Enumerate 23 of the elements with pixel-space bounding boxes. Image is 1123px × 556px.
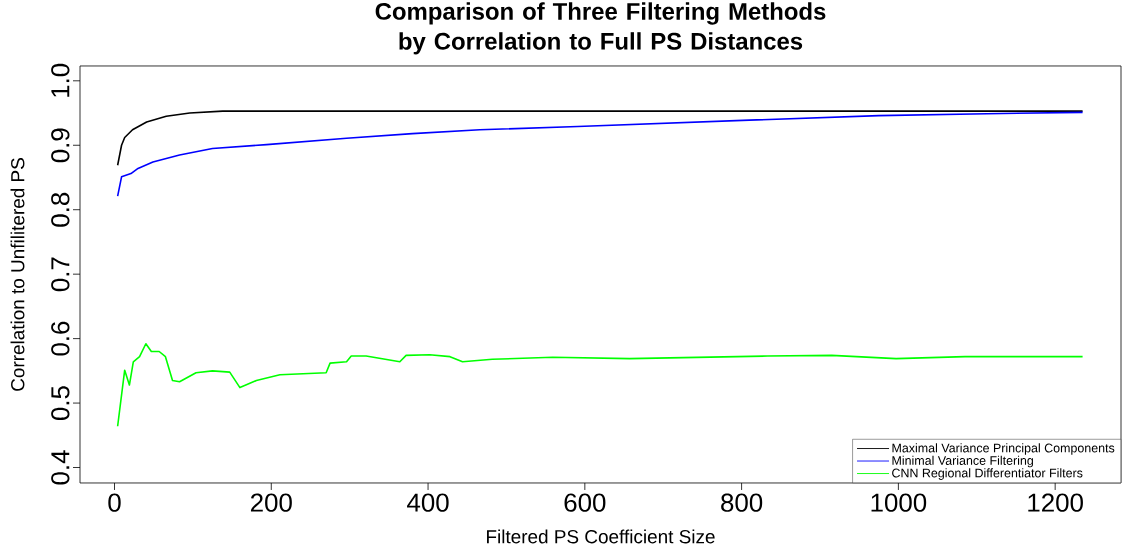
x-tick-label: 0	[108, 493, 121, 512]
y-tick-label: 0.4	[51, 450, 70, 485]
line-series	[116, 342, 1084, 428]
x-tick-label: 200	[250, 493, 292, 512]
y-tick-label: 0.6	[51, 321, 70, 356]
x-tick-label: 600	[564, 493, 606, 512]
y-tick-label: 0.7	[51, 257, 70, 292]
y-tick-label: 1.0	[51, 63, 70, 97]
line-series	[116, 110, 1084, 167]
y-tick-label: 0.5	[51, 386, 70, 421]
x-tick-label: 800	[721, 493, 763, 512]
y-axis-title: Correlation to Unfilitered PS	[10, 158, 25, 391]
legend-label: Maximal Variance Principal Components	[892, 443, 1115, 455]
y-tick-label: 0.9	[51, 128, 70, 163]
chart-title: Comparison of Three Filtering Methods by Correlation to Full PS Distances	[375, 2, 826, 55]
line-series	[116, 111, 1084, 197]
y-tick-label: 0.8	[51, 192, 70, 227]
x-axis-title: Filtered PS Coefficient Size	[487, 529, 715, 544]
legend-label: CNN Regional Differentiator Filters	[892, 468, 1083, 480]
x-tick-label: 1200	[1028, 493, 1083, 512]
x-tick-label: 1000	[871, 493, 927, 512]
x-tick-label: 400	[407, 493, 449, 512]
legend-label: Minimal Variance Filtering	[892, 455, 1033, 468]
